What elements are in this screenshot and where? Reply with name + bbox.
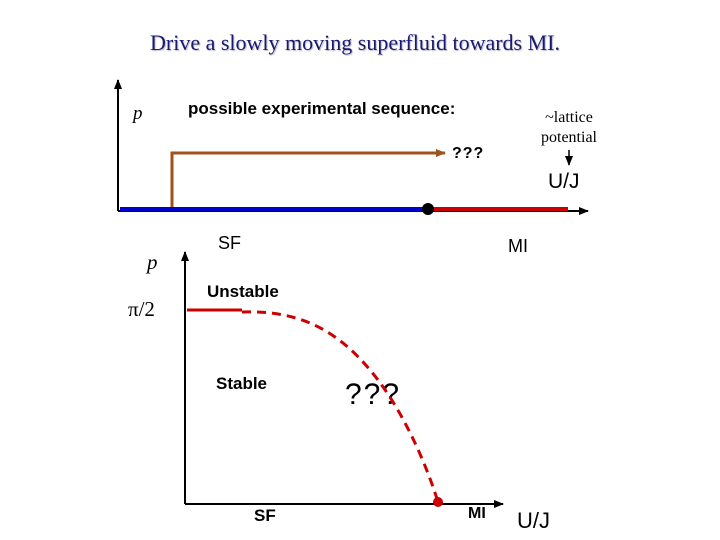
transition-point	[422, 203, 434, 215]
bottom-sf-label: SF	[254, 506, 276, 525]
page-title: Drive a slowly moving superfluid towards…	[150, 30, 560, 55]
sequence-path-arrow	[170, 149, 446, 207]
unstable-region-label: Unstable	[207, 282, 279, 301]
boundary-endpoint	[433, 497, 443, 507]
pi-half-tick-label: π/2	[128, 297, 155, 321]
top-x-axis-label: U/J	[548, 170, 580, 193]
top-mi-label: MI	[508, 236, 528, 256]
unknown-boundary-label: ???	[345, 378, 402, 411]
sequence-label: possible experimental sequence:	[188, 99, 456, 118]
stability-boundary-curve	[241, 310, 440, 503]
top-y-axis-label: p	[133, 103, 143, 124]
lattice-potential-label: ~lattice potential	[541, 109, 597, 146]
bottom-mi-label: MI	[468, 505, 486, 522]
bottom-y-axis-label: p	[147, 250, 158, 274]
stable-region-label: Stable	[216, 374, 268, 393]
top-sf-label: SF	[218, 233, 242, 253]
path-question-label: ???	[452, 145, 485, 162]
bottom-x-axis-label: U/J	[517, 508, 550, 533]
